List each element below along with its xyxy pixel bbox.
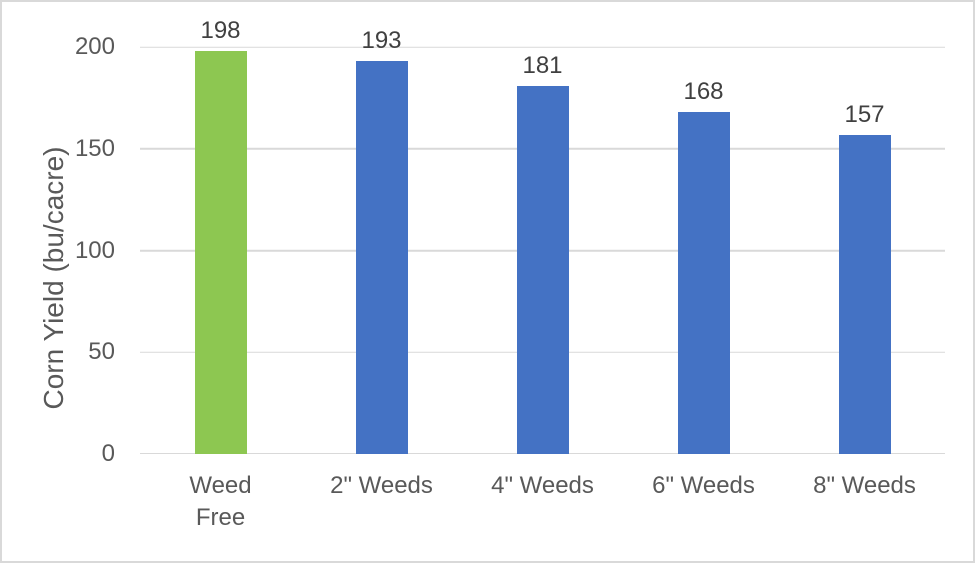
x-category-label-3: 4" Weeds xyxy=(491,472,594,499)
x-category-label-2: 2" Weeds xyxy=(330,472,433,499)
y-tick-label-50: 50 xyxy=(88,338,115,366)
gridline-y-200 xyxy=(140,46,945,48)
x-axis-category-labels: Weed Free 2" Weeds 4" Weeds 6" Weeds 8" Weed… xyxy=(140,470,945,550)
bar-value-label-4: 168 xyxy=(683,78,724,106)
x-category-label-1: Weed Free xyxy=(189,472,252,531)
y-tick-label-200: 200 xyxy=(74,33,115,60)
bar-value-label-5: 157 xyxy=(844,100,885,128)
x-category-label-5: 8" Weeds xyxy=(813,472,916,499)
plot-area: 198 193 181 168 157 xyxy=(140,19,945,454)
y-tick-label-100: 100 xyxy=(74,236,115,264)
bar-5 xyxy=(838,134,891,454)
bar-value-label-2: 193 xyxy=(361,27,402,55)
bar-value-label-3: 181 xyxy=(522,51,563,79)
y-tick-label-0: 0 xyxy=(101,440,115,467)
y-axis-tick-labels: 0 50 100 150 200 xyxy=(2,35,115,466)
bar-2 xyxy=(355,61,408,454)
bar-3 xyxy=(516,85,569,454)
bar-1 xyxy=(194,51,247,454)
bar-value-label-1: 198 xyxy=(200,17,241,45)
y-tick-label-150: 150 xyxy=(74,134,115,162)
bar-4 xyxy=(677,112,730,454)
x-category-label-4: 6" Weeds xyxy=(652,472,755,499)
